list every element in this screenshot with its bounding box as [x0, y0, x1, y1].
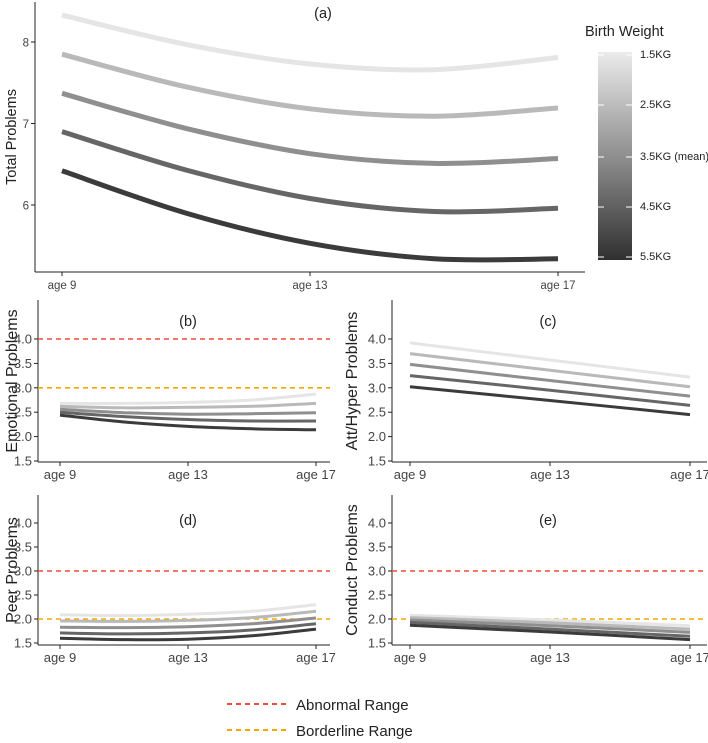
chart-e-series-5-5kg — [409, 623, 691, 642]
chart-c-ytick-label: 3.5 — [368, 356, 386, 371]
chart-e-xtick-label: age 13 — [530, 650, 570, 665]
chart-a-title: (a) — [314, 6, 332, 22]
chart-a-ytick-label: 8 — [23, 38, 29, 50]
chart-c-ytick-label: 2.0 — [368, 429, 386, 444]
chart-e-xtick-label: age 17 — [670, 650, 708, 665]
chart-d-ytick-label: 4.0 — [14, 516, 32, 531]
chart-b-series-2-5kg — [59, 401, 317, 410]
chart-a-series-5-5kg — [61, 168, 559, 263]
chart-b-series-5-5kg — [59, 413, 317, 432]
panel-d-peer-problems: (d) Peer Problems 1.5 2.0 2.5 3.0 3.5 4.0 age 9 a… — [4, 495, 336, 665]
legend-label-4-5kg: 4.5KG — [640, 201, 671, 213]
chart-e-ytick-label: 4.0 — [368, 516, 386, 531]
chart-a-series-3-5kg — [61, 90, 559, 167]
chart-e-xtick-label: age 9 — [394, 650, 427, 665]
legend-label-2-5kg: 2.5KG — [640, 99, 671, 111]
chart-c-series-2-5kg — [409, 352, 691, 389]
chart-b-ylabel: Emotional Problems — [4, 309, 21, 452]
chart-a-ytick-label: 7 — [23, 119, 29, 131]
chart-c-title: (c) — [540, 314, 557, 330]
chart-d-series-4-5kg — [59, 622, 317, 636]
chart-c-xtick-label: age 17 — [670, 467, 708, 482]
chart-e-series-2-5kg — [409, 616, 691, 631]
chart-c-series-5-5kg — [409, 385, 691, 417]
chart-b-series-3-5kg — [59, 407, 317, 416]
chart-d-series-1-5kg — [59, 603, 317, 618]
chart-e-ytick-label: 2.5 — [368, 588, 386, 603]
chart-c-xtick-label: age 9 — [394, 467, 427, 482]
range-legend: Abnormal Range Borderline Range — [227, 697, 413, 740]
legend-colorbar — [598, 52, 632, 260]
chart-c-xtick-label: age 13 — [530, 467, 570, 482]
chart-c-ytick-label: 4.0 — [368, 332, 386, 347]
chart-e-series-1-5kg — [409, 613, 691, 628]
chart-d-series-5-5kg — [59, 627, 317, 642]
borderline-range-label: Borderline Range — [296, 723, 413, 740]
chart-b-xtick-label: age 9 — [44, 467, 77, 482]
legend-title: Birth Weight — [585, 24, 664, 40]
panel-a-total-problems: (a) Total Problems 6 7 8 age 9 age 13 age 17 — [4, 2, 585, 292]
chart-a-xtick-label: age 17 — [540, 280, 575, 292]
chart-c-ytick-label: 1.5 — [368, 454, 386, 469]
chart-e-title: (e) — [539, 513, 557, 529]
chart-d-xtick-label: age 9 — [44, 650, 77, 665]
chart-b-series-1-5kg — [59, 392, 317, 405]
chart-a-ytick-label: 6 — [23, 201, 29, 213]
chart-b-ytick-label: 4.0 — [14, 332, 32, 347]
chart-c-ytick-label: 2.5 — [368, 405, 386, 420]
chart-d-ytick-label: 2.0 — [14, 612, 32, 627]
legend-label-5-5kg: 5.5KG — [640, 251, 671, 263]
panel-c-att-hyper-problems: (c) Att/Hyper Problems 1.5 2.0 2.5 3.0 3.5 4.0 a… — [344, 300, 708, 482]
chart-c-series-1-5kg — [409, 341, 691, 379]
panel-b-emotional-problems: (b) Emotional Problems 1.5 2.0 2.5 3.0 3.5 4.0 a… — [4, 300, 336, 482]
chart-d-ytick-label: 3.5 — [14, 540, 32, 555]
chart-b-ytick-label: 1.5 — [14, 454, 32, 469]
legend-label-1-5kg: 1.5KG — [640, 49, 671, 61]
chart-d-series-2-5kg — [59, 609, 317, 623]
chart-e-ytick-label: 3.5 — [368, 540, 386, 555]
chart-d-ytick-label: 1.5 — [14, 636, 32, 651]
chart-d-ylabel: Peer Problems — [4, 517, 21, 623]
chart-a-series-1-5kg — [61, 12, 559, 73]
chart-e-ytick-label: 2.0 — [368, 612, 386, 627]
birth-weight-legend: Birth Weight 1.5KG 2.5KG 3.5KG (mean) 4.… — [585, 24, 708, 263]
chart-b-ytick-label: 3.0 — [14, 380, 32, 395]
chart-d-ytick-label: 2.5 — [14, 588, 32, 603]
panel-e-conduct-problems: (e) Conduct Problems 1.5 2.0 2.5 3.0 3.5 4.0 age… — [344, 495, 708, 665]
chart-e-ylabel: Conduct Problems — [344, 504, 361, 636]
chart-e-series-4-5kg — [409, 620, 691, 638]
chart-e-ytick-label: 3.0 — [368, 564, 386, 579]
chart-e-ytick-label: 1.5 — [368, 636, 386, 651]
chart-c-ytick-label: 3.0 — [368, 380, 386, 395]
chart-b-ytick-label: 3.5 — [14, 356, 32, 371]
chart-a-ylabel: Total Problems — [4, 89, 20, 185]
chart-b-series-4-5kg — [59, 410, 317, 423]
chart-d-xtick-label: age 17 — [296, 650, 336, 665]
chart-c-series-4-5kg — [409, 374, 691, 407]
chart-d-xtick-label: age 13 — [168, 650, 208, 665]
chart-d-title: (d) — [179, 513, 197, 529]
chart-d-series-3-5kg — [59, 616, 317, 630]
abnormal-range-label: Abnormal Range — [296, 697, 409, 714]
chart-c-series-3-5kg — [409, 362, 691, 398]
chart-d-ytick-label: 3.0 — [14, 564, 32, 579]
chart-a-series-4-5kg — [61, 129, 559, 215]
legend-label-3-5kg-mean: 3.5KG (mean) — [640, 151, 708, 163]
chart-b-title: (b) — [179, 314, 197, 330]
chart-b-xtick-label: age 13 — [168, 467, 208, 482]
chart-b-ytick-label: 2.5 — [14, 405, 32, 420]
chart-b-ytick-label: 2.0 — [14, 429, 32, 444]
chart-c-ylabel: Att/Hyper Problems — [344, 312, 361, 451]
chart-e-series-3-5kg — [409, 618, 691, 634]
chart-b-xtick-label: age 17 — [296, 467, 336, 482]
chart-a-series-2-5kg — [61, 51, 559, 119]
chart-a-xtick-label: age 13 — [292, 280, 327, 292]
chart-a-xtick-label: age 9 — [48, 280, 77, 292]
